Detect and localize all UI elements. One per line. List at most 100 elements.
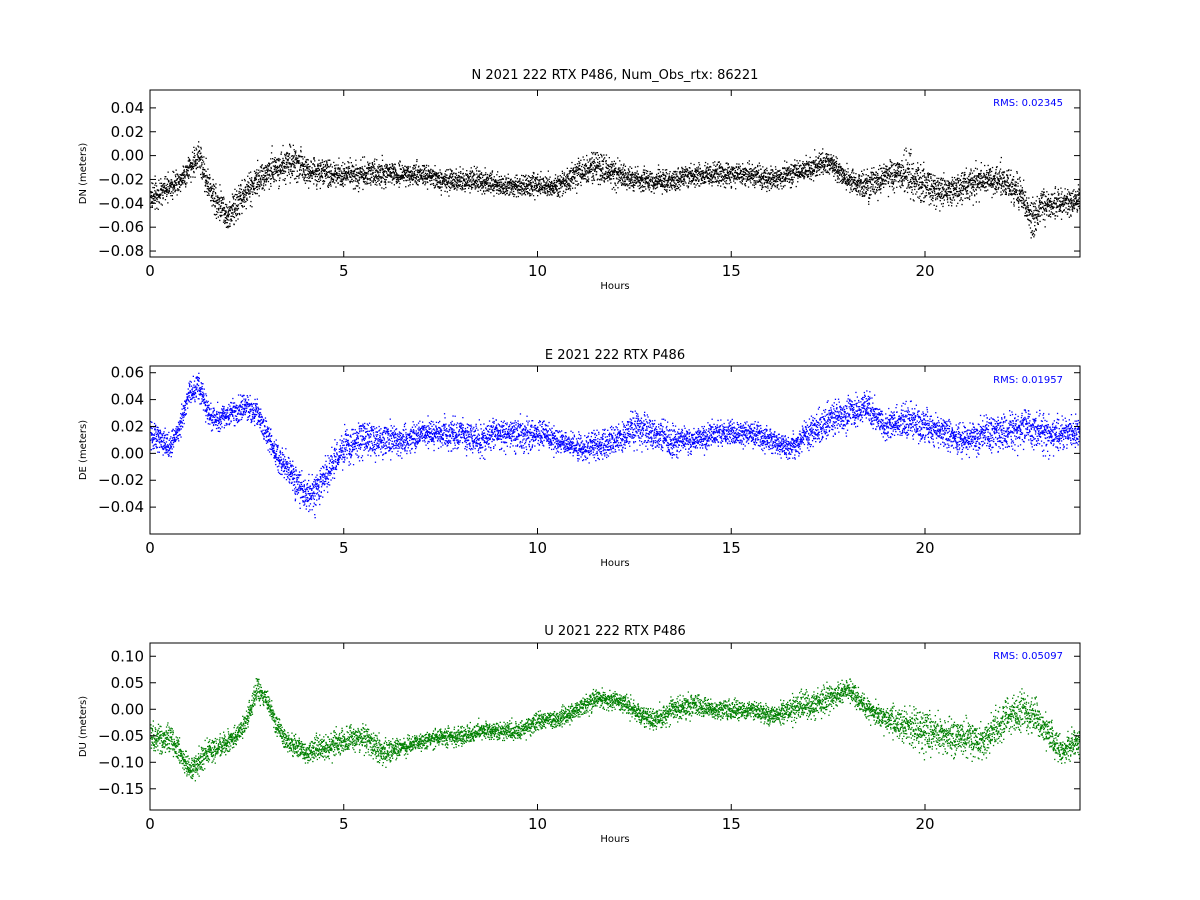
data-point bbox=[792, 181, 794, 183]
data-point bbox=[231, 215, 233, 217]
data-point bbox=[448, 185, 450, 187]
data-point bbox=[273, 168, 275, 170]
data-point bbox=[706, 176, 709, 178]
data-point bbox=[693, 163, 695, 166]
data-point bbox=[464, 180, 466, 182]
data-point bbox=[706, 175, 708, 177]
data-point bbox=[469, 173, 472, 175]
data-point bbox=[688, 180, 691, 182]
data-point bbox=[741, 173, 743, 175]
data-point bbox=[348, 162, 350, 164]
data-point bbox=[218, 209, 220, 211]
data-point bbox=[332, 173, 334, 175]
data-point bbox=[750, 177, 753, 180]
data-point bbox=[487, 179, 489, 181]
data-point bbox=[297, 181, 299, 183]
data-point bbox=[451, 184, 453, 187]
data-point bbox=[810, 175, 812, 177]
data-point bbox=[208, 193, 210, 195]
data-point bbox=[726, 162, 728, 164]
data-point bbox=[311, 172, 313, 174]
data-point bbox=[442, 178, 444, 180]
data-point bbox=[640, 191, 642, 193]
data-point bbox=[464, 183, 466, 185]
data-point bbox=[728, 183, 730, 185]
data-point bbox=[231, 205, 233, 207]
data-point bbox=[623, 172, 625, 175]
data-point bbox=[800, 164, 802, 167]
data-point bbox=[734, 171, 736, 173]
data-point bbox=[708, 181, 711, 183]
data-point bbox=[398, 178, 400, 180]
data-point bbox=[393, 184, 395, 186]
data-point bbox=[651, 180, 653, 182]
data-point bbox=[563, 178, 565, 180]
data-point bbox=[794, 159, 796, 161]
data-point bbox=[152, 186, 154, 189]
data-point bbox=[530, 188, 532, 190]
data-point bbox=[577, 157, 580, 159]
data-point bbox=[337, 164, 339, 166]
data-point bbox=[795, 174, 798, 177]
data-point bbox=[569, 189, 572, 191]
data-point bbox=[682, 178, 685, 181]
data-point bbox=[209, 176, 211, 179]
data-point bbox=[723, 176, 725, 179]
data-point bbox=[784, 179, 787, 181]
data-point bbox=[330, 170, 332, 172]
data-point bbox=[320, 171, 322, 173]
data-point bbox=[475, 168, 477, 170]
data-point bbox=[647, 187, 649, 189]
data-point bbox=[425, 166, 427, 168]
data-point bbox=[224, 203, 227, 206]
data-point bbox=[525, 179, 527, 181]
data-point bbox=[264, 170, 266, 172]
data-point bbox=[266, 169, 268, 171]
data-point bbox=[211, 199, 213, 202]
data-point bbox=[771, 172, 773, 174]
data-point bbox=[423, 165, 425, 168]
data-point bbox=[425, 182, 427, 184]
data-point bbox=[807, 170, 809, 173]
data-point bbox=[355, 168, 357, 170]
data-point bbox=[805, 154, 807, 157]
data-point bbox=[402, 175, 404, 177]
data-point bbox=[284, 178, 286, 180]
data-point bbox=[285, 163, 287, 166]
data-point bbox=[745, 173, 747, 175]
data-point bbox=[406, 169, 409, 171]
data-point bbox=[658, 179, 660, 181]
data-point bbox=[732, 174, 734, 176]
data-point bbox=[302, 164, 304, 167]
data-point bbox=[372, 164, 374, 167]
data-point bbox=[657, 178, 659, 180]
data-point bbox=[371, 162, 374, 164]
data-point bbox=[269, 178, 272, 180]
data-point bbox=[613, 160, 615, 162]
data-point bbox=[170, 195, 172, 197]
data-point bbox=[374, 163, 376, 165]
data-point bbox=[798, 172, 800, 174]
data-point bbox=[660, 180, 662, 182]
data-point bbox=[169, 186, 171, 188]
data-point bbox=[718, 161, 720, 163]
data-point bbox=[632, 173, 634, 175]
data-point bbox=[703, 181, 705, 184]
data-point bbox=[770, 165, 772, 167]
data-point bbox=[274, 157, 276, 159]
data-point bbox=[426, 174, 428, 176]
data-point bbox=[531, 184, 533, 187]
data-point bbox=[185, 174, 188, 176]
data-point bbox=[726, 183, 728, 185]
data-point bbox=[387, 169, 390, 171]
data-point bbox=[172, 170, 174, 173]
data-point bbox=[570, 177, 573, 180]
data-point bbox=[690, 183, 692, 185]
data-point bbox=[489, 185, 491, 187]
data-point bbox=[794, 165, 796, 167]
data-point bbox=[701, 175, 703, 177]
data-point bbox=[549, 176, 551, 178]
data-point bbox=[748, 178, 750, 180]
data-point bbox=[270, 185, 272, 187]
data-point bbox=[652, 184, 654, 186]
